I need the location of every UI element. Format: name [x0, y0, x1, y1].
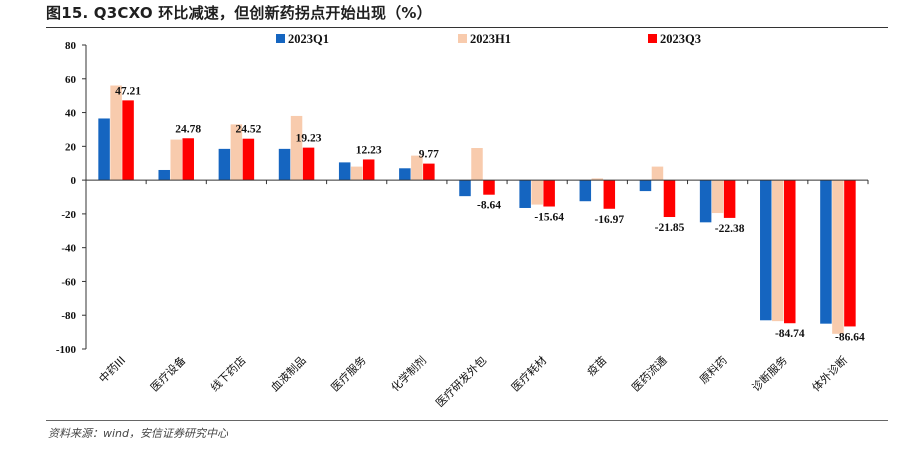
data-label-5: 9.77: [419, 149, 439, 161]
bar-2023H1-8: [591, 178, 604, 181]
y-tick-label: 20: [65, 141, 77, 153]
data-label-6: -8.64: [477, 200, 501, 212]
bar-2023Q1-8: [579, 180, 592, 202]
bar-2023Q1-4: [338, 162, 351, 181]
data-labels: 47.21 24.78 24.52 19.23 12.23 9.77 -8.64 -15.64…: [115, 85, 865, 343]
legend-label-2023H1: 2023H1: [470, 32, 511, 46]
legend-label-2023Q1: 2023Q1: [288, 32, 329, 46]
bar-2023Q3-7: [543, 180, 555, 207]
bar-2023Q1-0: [98, 118, 110, 181]
y-tick-label: -100: [56, 344, 77, 356]
bar-2023Q3-0: [122, 100, 134, 181]
category-label-10: 原料药: [697, 353, 730, 386]
data-label-8: -16.97: [594, 214, 624, 226]
bars: [98, 85, 856, 334]
bar-2023Q3-3: [302, 147, 315, 181]
bar-2023H1-3: [290, 115, 303, 181]
category-label-5: 化学制剂: [388, 353, 429, 394]
bar-2023H1-9: [651, 166, 664, 181]
bar-2023Q1-1: [158, 169, 170, 181]
bar-2023Q1-5: [399, 168, 411, 181]
title-rule: [46, 27, 888, 28]
bar-2023Q1-6: [459, 180, 471, 197]
bar-2023H1-4: [350, 166, 363, 181]
category-label-8: 疫苗: [584, 353, 609, 378]
bar-2023H1-6: [471, 148, 483, 181]
bar-2023H1-11: [772, 180, 784, 322]
data-label-7: -15.64: [534, 212, 564, 224]
bar-2023Q1-9: [639, 180, 652, 192]
category-label-1: 医疗设备: [147, 353, 188, 394]
bar-2023Q1-7: [519, 180, 531, 208]
y-tick-label: -60: [61, 276, 76, 288]
figure-title: 图15. Q3CXO 环比减速，但创新药拐点开始出现（%）: [46, 4, 432, 22]
y-axis: 80 60 40 20 0 -20 -40 -60 -80 -100: [56, 40, 87, 356]
bar-2023Q3-8: [603, 180, 616, 209]
bar-2023Q1-2: [218, 148, 231, 181]
y-tick-label: 80: [65, 40, 77, 52]
footer-rule: [46, 420, 888, 421]
legend-swatch-2023Q3: [648, 34, 657, 43]
y-tick-label: 60: [65, 74, 77, 86]
bar-2023Q3-12: [844, 180, 856, 327]
legend: 2023Q1 2023H1 2023Q3: [276, 32, 701, 46]
y-tick-label: 0: [71, 175, 77, 187]
data-label-3: 19.23: [296, 133, 322, 145]
bar-2023H1-1: [170, 139, 182, 181]
legend-label-2023Q3: 2023Q3: [660, 32, 701, 46]
bar-2023H1-7: [531, 180, 543, 205]
bar-2023Q1-12: [820, 180, 832, 324]
legend-swatch-2023H1: [458, 34, 467, 43]
category-label-2: 线下药店: [207, 353, 248, 394]
category-label-0: 中药III: [97, 354, 129, 386]
bar-2023Q1-11: [760, 180, 772, 321]
bar-2023Q3-5: [423, 163, 435, 181]
category-label-11: 诊断服务: [749, 353, 790, 394]
y-tick-label: -40: [61, 243, 76, 255]
data-label-10: -22.38: [715, 223, 745, 235]
y-tick-label: -20: [61, 209, 76, 221]
bar-2023Q3-2: [242, 138, 255, 181]
bar-2023Q1-10: [699, 180, 712, 223]
category-label-6: 医疗研发外包: [433, 353, 490, 410]
bar-2023Q1-3: [278, 148, 291, 181]
data-label-9: -21.85: [655, 222, 685, 234]
bar-2023H1-10: [711, 180, 724, 214]
legend-swatch-2023Q1: [276, 34, 285, 43]
category-label-3: 血液制品: [268, 353, 309, 394]
bar-2023H1-5: [411, 155, 423, 181]
category-label-4: 医疗服务: [328, 353, 369, 394]
bar-2023Q3-6: [483, 180, 495, 195]
category-label-12: 体外诊断: [809, 353, 850, 394]
bar-2023Q3-4: [362, 159, 375, 181]
bar-2023H1-12: [832, 180, 844, 334]
category-label-7: 医疗耗材: [508, 353, 549, 394]
data-label-0: 47.21: [115, 85, 141, 97]
source-note: 资料来源：wind，安信证券研究中心: [48, 427, 229, 440]
bar-2023Q3-9: [663, 180, 676, 218]
data-label-1: 24.78: [175, 123, 201, 135]
bar-2023Q3-1: [182, 138, 194, 181]
bar-2023H1-0: [110, 85, 122, 181]
bar-2023H1-2: [230, 124, 243, 181]
bar-2023Q3-10: [723, 180, 736, 218]
data-label-12: -86.64: [835, 331, 865, 343]
bar-2023Q3-11: [784, 180, 796, 324]
data-label-2: 24.52: [235, 124, 261, 136]
data-label-4: 12.23: [356, 145, 382, 157]
y-tick-label: -80: [61, 310, 76, 322]
x-axis: 中药III 医疗设备 线下药店 血液制品 医疗服务 化学制剂 医疗研发外包 医疗耗材 疫苗 医药流…: [85, 179, 869, 410]
y-tick-label: 40: [65, 108, 77, 120]
data-label-11: -84.74: [775, 328, 805, 340]
category-label-9: 医药流通: [629, 353, 670, 394]
